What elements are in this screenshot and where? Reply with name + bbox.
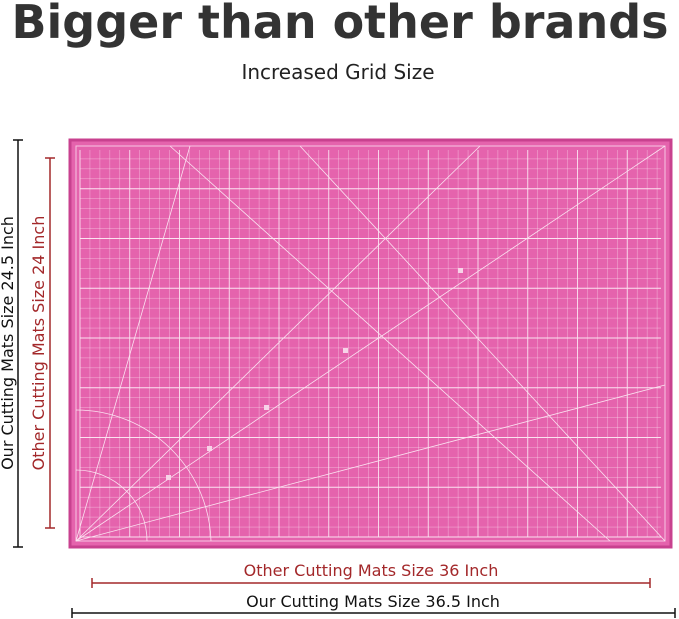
subtitle: Increased Grid Size [241, 60, 434, 84]
other-height-label: Other Cutting Mats Size 24 Inch [29, 216, 48, 471]
mat-grid [79, 150, 661, 538]
other-width-label: Other Cutting Mats Size 36 Inch [244, 561, 499, 580]
ours-width-dimension: Our Cutting Mats Size 36.5 Inch [71, 592, 676, 618]
mat-border [75, 145, 666, 542]
cutting-mat [68, 138, 673, 549]
ours-width-label: Our Cutting Mats Size 36.5 Inch [246, 592, 500, 611]
mat-diagonals [75, 145, 666, 542]
other-width-dimension: Other Cutting Mats Size 36 Inch [91, 561, 651, 588]
other-height-dimension: Other Cutting Mats Size 24 Inch [29, 157, 55, 529]
ours-height-label: Our Cutting Mats Size 24.5 Inch [0, 216, 17, 470]
ours-height-dimension: Our Cutting Mats Size 24.5 Inch [0, 139, 23, 548]
mat-marks [166, 268, 463, 480]
title: Bigger than other brands [11, 0, 668, 49]
